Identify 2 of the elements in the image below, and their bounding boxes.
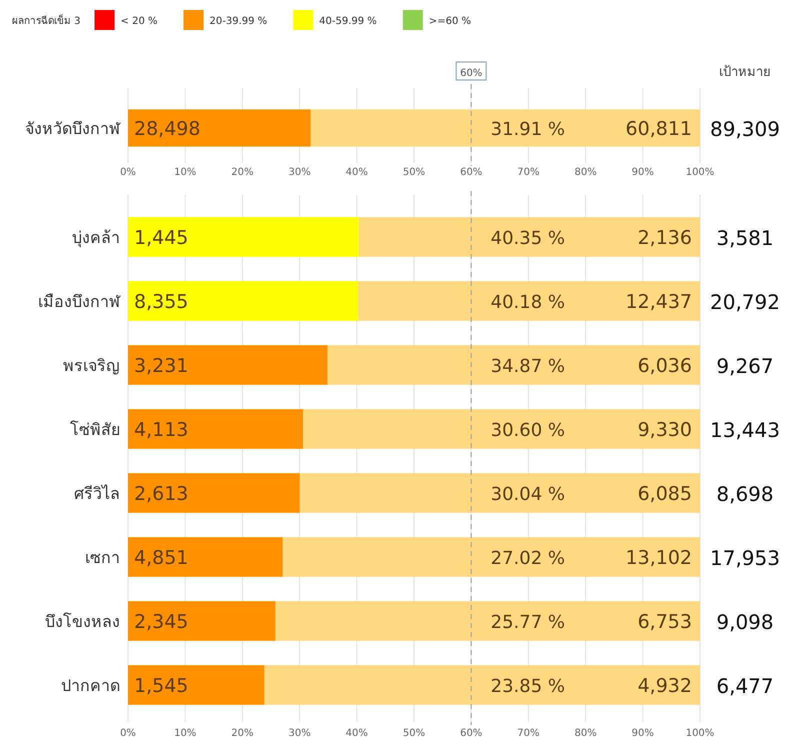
legend-title: ผลการฉีดเข็ม 3 bbox=[12, 16, 81, 27]
ref-line-label: 60% bbox=[460, 68, 482, 79]
